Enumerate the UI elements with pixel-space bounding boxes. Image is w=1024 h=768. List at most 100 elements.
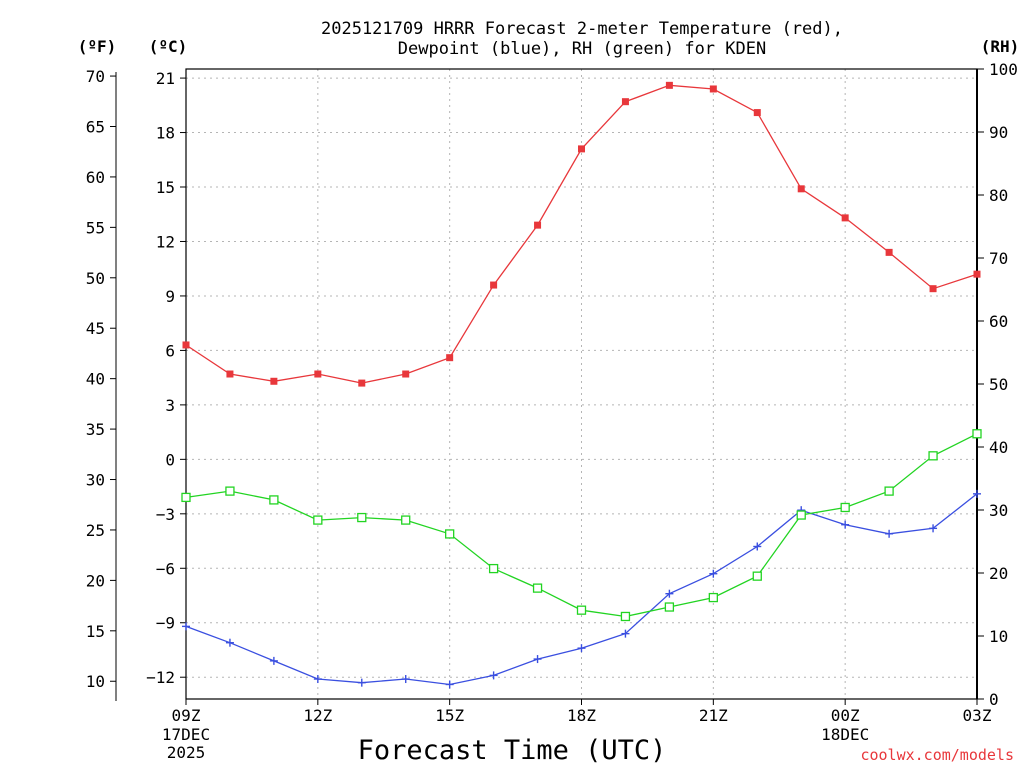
temperature-point <box>797 185 805 193</box>
rh-unit-label: (RH) <box>981 37 1020 56</box>
rh-tick-label: 30 <box>989 501 1008 520</box>
rh-tick-label: 0 <box>989 690 999 709</box>
x-axis-title: Forecast Time (UTC) <box>358 735 667 766</box>
dewpoint-point <box>665 589 674 598</box>
x-tick-label: 18Z <box>567 706 596 725</box>
rh-tick-label: 80 <box>989 186 1008 205</box>
rh-point <box>401 515 411 525</box>
dewpoint-point <box>445 680 454 689</box>
rh-point <box>796 510 806 520</box>
rh-tick-label: 40 <box>989 438 1008 457</box>
chart-title-line2: Dewpoint (blue), RH (green) for KDEN <box>398 39 766 59</box>
temperature-point <box>621 98 629 106</box>
rh-point <box>972 429 982 439</box>
celsius-tick-label: −9 <box>156 614 175 633</box>
rh-point <box>445 529 455 539</box>
x-tick-label: 15Z <box>435 706 464 725</box>
fahrenheit-tick-label: 35 <box>86 420 105 439</box>
dewpoint-point <box>709 569 718 578</box>
series-temperature <box>182 81 981 387</box>
temperature-point <box>314 370 322 378</box>
temperature-point <box>182 341 190 349</box>
rh-point <box>708 592 718 603</box>
rh-tick-label: 100 <box>989 60 1018 79</box>
chart-title-line1: 2025121709 HRRR Forecast 2-meter Tempera… <box>321 19 843 39</box>
rh-point <box>532 583 543 593</box>
x-tick-label: 09Z <box>172 706 201 725</box>
rh-point <box>313 515 323 525</box>
dewpoint-point <box>929 524 938 533</box>
dewpoint-point <box>313 675 322 684</box>
dewpoint-point <box>357 678 366 687</box>
dewpoint-point <box>841 520 850 529</box>
fahrenheit-unit-label: (ºF) <box>78 37 117 56</box>
x-tick-label: 00Z <box>831 706 860 725</box>
rh-tick-label: 90 <box>989 123 1008 142</box>
dewpoint-point <box>753 542 762 551</box>
temperature-point <box>709 85 717 93</box>
rh-tick-label: 20 <box>989 564 1008 583</box>
dewpoint-point <box>533 655 542 664</box>
celsius-tick-label: 21 <box>156 69 175 88</box>
axes: 10152025303540455055606570−12−9−6−303691… <box>86 60 1018 762</box>
fahrenheit-tick-label: 40 <box>86 370 105 389</box>
temperature-point <box>358 379 366 387</box>
x-tick-sublabel: 17DEC <box>162 725 210 744</box>
celsius-tick-label: −3 <box>156 505 175 524</box>
fahrenheit-tick-label: 30 <box>86 471 105 490</box>
rh-point <box>884 486 894 496</box>
celsius-tick-label: 12 <box>156 232 175 251</box>
rh-point <box>357 512 367 523</box>
fahrenheit-tick-label: 45 <box>86 319 105 338</box>
x-tick-label: 12Z <box>303 706 332 725</box>
temperature-point <box>226 370 234 378</box>
fahrenheit-tick-label: 25 <box>86 521 105 540</box>
celsius-tick-label: 9 <box>165 287 175 306</box>
temperature-point <box>578 145 585 153</box>
celsius-tick-label: 6 <box>165 341 175 360</box>
rh-point <box>752 571 762 581</box>
rh-point <box>269 495 279 505</box>
fahrenheit-tick-label: 10 <box>86 672 105 691</box>
fahrenheit-tick-label: 65 <box>86 117 105 136</box>
fahrenheit-tick-label: 60 <box>86 168 105 187</box>
dewpoint-point <box>885 529 894 538</box>
series-dewpoint <box>182 489 981 689</box>
temperature-point <box>534 221 542 229</box>
rh-tick-label: 60 <box>989 312 1008 331</box>
dewpoint-point <box>269 656 278 665</box>
dewpoint-point <box>401 675 410 684</box>
temperature-point <box>446 354 454 362</box>
rh-tick-label: 50 <box>989 375 1008 394</box>
series-lines <box>181 81 982 689</box>
celsius-tick-label: −6 <box>156 559 175 578</box>
temperature-point <box>490 281 498 289</box>
dewpoint-point <box>973 489 981 498</box>
fahrenheit-tick-label: 15 <box>86 622 105 641</box>
rh-point <box>664 602 675 612</box>
dewpoint-point <box>577 644 586 653</box>
grid-lines <box>185 69 978 699</box>
temperature-point <box>885 248 893 256</box>
temperature-point <box>753 109 761 117</box>
fahrenheit-tick-label: 55 <box>86 218 105 237</box>
fahrenheit-tick-label: 50 <box>86 269 105 288</box>
credit-text[interactable]: coolwx.com/models <box>860 746 1014 764</box>
x-tick-sublabel: 18DEC <box>821 725 869 744</box>
rh-point <box>181 492 191 503</box>
temperature-point <box>402 370 410 378</box>
celsius-unit-label: (ºC) <box>149 37 188 56</box>
x-tick-sublabel: 2025 <box>167 743 206 762</box>
dewpoint-line <box>185 493 978 686</box>
temperature-point <box>929 285 937 293</box>
x-tick-label: 21Z <box>699 706 728 725</box>
rh-point <box>620 611 631 622</box>
rh-point <box>840 502 850 513</box>
temperature-point <box>665 81 673 89</box>
rh-tick-label: 70 <box>989 249 1008 268</box>
dewpoint-point <box>182 622 190 631</box>
celsius-tick-label: 18 <box>156 124 175 143</box>
rh-point <box>576 605 587 615</box>
fahrenheit-tick-label: 20 <box>86 571 105 590</box>
rh-point <box>225 486 235 496</box>
